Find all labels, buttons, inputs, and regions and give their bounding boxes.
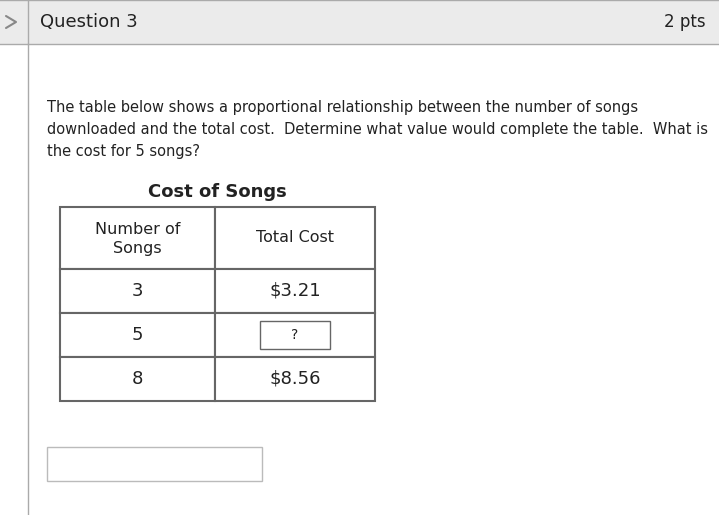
- Text: Total Cost: Total Cost: [256, 231, 334, 246]
- Text: Cost of Songs: Cost of Songs: [148, 183, 287, 201]
- Bar: [215, 313, 375, 357]
- Bar: [60, 357, 215, 401]
- Text: ?: ?: [291, 328, 298, 342]
- Bar: [215, 357, 375, 401]
- Bar: [60, 313, 215, 357]
- Bar: [47, 447, 262, 481]
- Bar: [215, 207, 375, 269]
- Bar: [215, 269, 375, 313]
- Text: the cost for 5 songs?: the cost for 5 songs?: [47, 144, 200, 159]
- Bar: [0, 0, 719, 44]
- Text: Question 3: Question 3: [40, 13, 138, 31]
- Text: 8: 8: [132, 370, 143, 388]
- Text: downloaded and the total cost.  Determine what value would complete the table.  : downloaded and the total cost. Determine…: [47, 122, 708, 137]
- Text: Songs: Songs: [113, 242, 162, 256]
- Text: Number of: Number of: [95, 221, 180, 236]
- Text: 5: 5: [132, 326, 143, 344]
- Text: $8.56: $8.56: [269, 370, 321, 388]
- Bar: [260, 321, 330, 349]
- Text: The table below shows a proportional relationship between the number of songs: The table below shows a proportional rel…: [47, 100, 638, 115]
- Text: 3: 3: [132, 282, 143, 300]
- Text: $3.21: $3.21: [269, 282, 321, 300]
- Text: 2 pts: 2 pts: [664, 13, 706, 31]
- Bar: [60, 269, 215, 313]
- Bar: [60, 207, 215, 269]
